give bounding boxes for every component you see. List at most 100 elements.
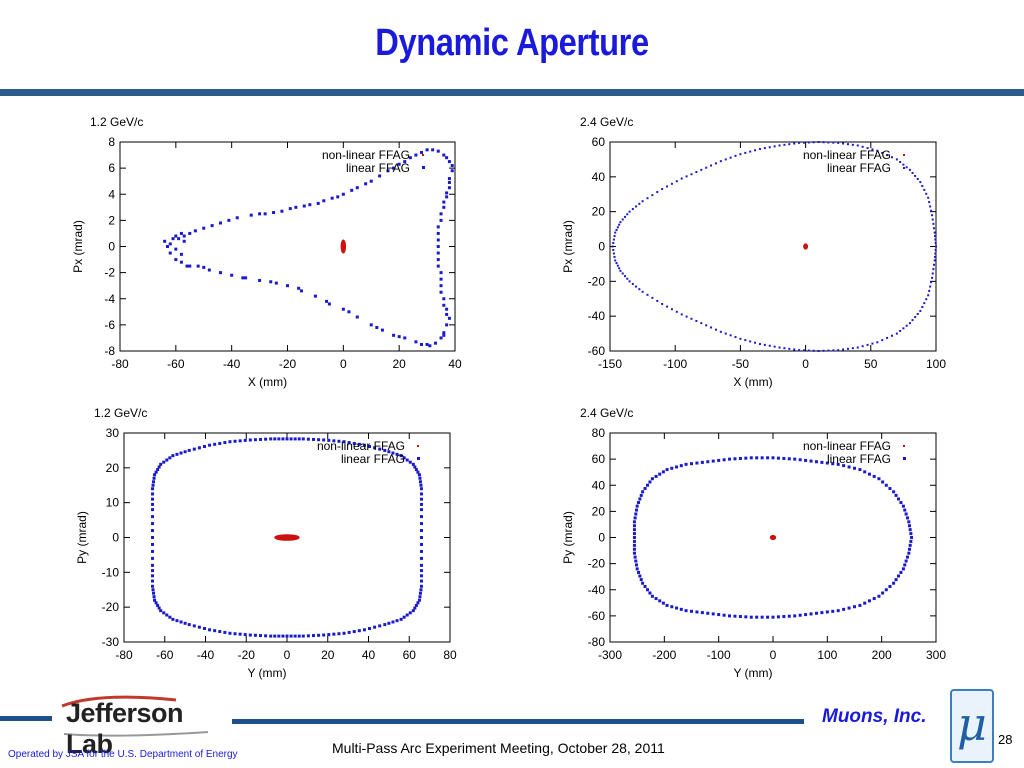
- data-point: [817, 141, 820, 143]
- data-point: [637, 570, 641, 574]
- data-point: [151, 483, 155, 487]
- data-point: [934, 255, 937, 258]
- data-point: [853, 466, 856, 470]
- data-point: [337, 632, 341, 636]
- data-point: [445, 195, 449, 199]
- data-point: [933, 259, 936, 262]
- data-point: [919, 309, 922, 312]
- data-point: [436, 264, 440, 268]
- data-point: [631, 208, 634, 211]
- data-point: [196, 264, 200, 268]
- data-point: [445, 312, 449, 316]
- data-point: [908, 168, 911, 171]
- data-point: [706, 460, 710, 464]
- data-point: [897, 574, 901, 578]
- chart-x-px-1-2gev: -80 -60 -40 -20 0 20 40 -8 -6 -4 -2 0 2 4 6 8 1.2 GeV/c X…: [70, 110, 470, 400]
- data-point: [863, 601, 867, 605]
- data-point: [886, 336, 889, 339]
- data-point: [613, 235, 616, 238]
- data-point: [153, 598, 157, 602]
- data-point: [766, 456, 770, 460]
- data-point: [916, 312, 919, 315]
- data-point: [447, 180, 451, 184]
- footer-meeting: Multi-Pass Arc Experiment Meeting, Octob…: [332, 740, 665, 756]
- data-point: [317, 633, 321, 637]
- data-point: [241, 276, 245, 280]
- data-point: [858, 603, 862, 607]
- data-point: [782, 615, 786, 619]
- data-point: [419, 522, 423, 526]
- data-point: [793, 614, 797, 618]
- y-tick-label: -60: [588, 344, 606, 358]
- data-point: [285, 437, 289, 441]
- data-point: [286, 284, 289, 288]
- data-point: [413, 465, 417, 469]
- data-point: [373, 625, 377, 629]
- y-tick-label: 10: [106, 496, 120, 510]
- series-non-linear-ffag: [803, 243, 809, 250]
- data-point: [814, 460, 818, 464]
- data-point: [447, 316, 451, 320]
- data-point: [192, 447, 196, 451]
- data-point: [378, 624, 382, 628]
- data-point: [872, 597, 876, 601]
- data-point: [405, 613, 409, 617]
- data-point: [280, 209, 284, 213]
- data-point: [175, 452, 179, 456]
- data-point: [884, 588, 888, 592]
- data-point: [289, 437, 293, 441]
- data-point: [612, 238, 615, 241]
- data-point: [293, 437, 297, 441]
- data-point: [416, 470, 420, 474]
- data-point: [634, 508, 638, 512]
- y-tick-label: 80: [592, 426, 606, 440]
- data-point: [776, 615, 780, 619]
- data-point: [615, 228, 618, 231]
- data-point: [391, 451, 395, 455]
- data-point: [442, 297, 446, 301]
- data-point: [213, 442, 217, 446]
- data-point: [402, 615, 406, 619]
- data-point: [763, 147, 766, 150]
- legend-marker: [903, 167, 905, 169]
- data-point: [648, 480, 652, 484]
- y-tick-label: -60: [588, 609, 606, 623]
- data-point: [755, 456, 759, 460]
- data-point: [248, 633, 252, 637]
- data-point: [670, 605, 674, 609]
- y-tick-label: -20: [588, 557, 606, 571]
- data-point: [695, 171, 698, 174]
- data-point: [706, 611, 710, 615]
- data-point: [890, 334, 893, 337]
- data-point: [628, 280, 631, 283]
- data-point: [861, 345, 864, 348]
- data-point: [832, 141, 835, 144]
- data-point: [623, 275, 626, 278]
- data-point: [905, 555, 909, 559]
- x-tick-label: -50: [732, 357, 750, 371]
- data-point: [419, 492, 423, 496]
- data-point: [632, 536, 636, 539]
- data-point: [908, 543, 912, 547]
- data-point: [414, 468, 418, 472]
- data-point: [332, 632, 336, 636]
- legend-entry-label: linear FFAG: [341, 452, 405, 466]
- data-point: [233, 632, 237, 636]
- data-point: [638, 497, 642, 501]
- data-point: [439, 212, 443, 216]
- data-point: [405, 458, 409, 462]
- data-point: [651, 296, 654, 299]
- data-point: [362, 443, 366, 447]
- data-point: [230, 273, 234, 277]
- data-point: [403, 160, 407, 164]
- data-point: [445, 191, 449, 195]
- data-point: [685, 175, 688, 178]
- legend-marker: [903, 154, 905, 156]
- data-point: [916, 178, 919, 181]
- chart-y-py-2-4gev: -300 -200 -100 0 100 200 300 -80 -60 -40 -20 0 20 40 6…: [550, 402, 960, 692]
- data-point: [749, 150, 752, 153]
- data-point: [719, 160, 722, 163]
- data-point: [352, 630, 356, 634]
- data-point: [392, 333, 396, 337]
- x-tick-label: -150: [598, 357, 622, 371]
